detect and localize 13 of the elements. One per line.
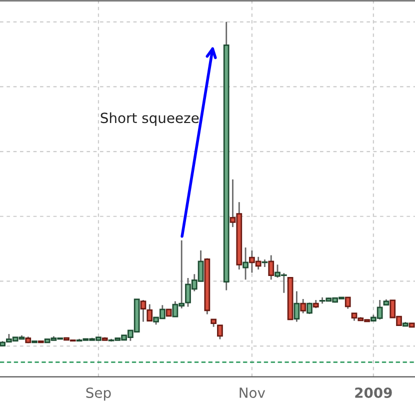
x-tick-label: Nov — [240, 388, 266, 398]
candlestick — [344, 296, 351, 310]
candlestick — [294, 290, 300, 322]
candlestick — [146, 304, 153, 322]
candlestick — [268, 254, 274, 280]
candlestick — [217, 324, 223, 340]
candlestick — [140, 299, 146, 322]
annotation: Short squeeze — [100, 112, 199, 126]
x-tick-label: 2009 — [355, 387, 392, 398]
candlestick — [300, 298, 306, 314]
x-tick-label: Sep — [86, 387, 111, 401]
candlestick — [306, 302, 312, 315]
candlestick — [242, 246, 248, 280]
